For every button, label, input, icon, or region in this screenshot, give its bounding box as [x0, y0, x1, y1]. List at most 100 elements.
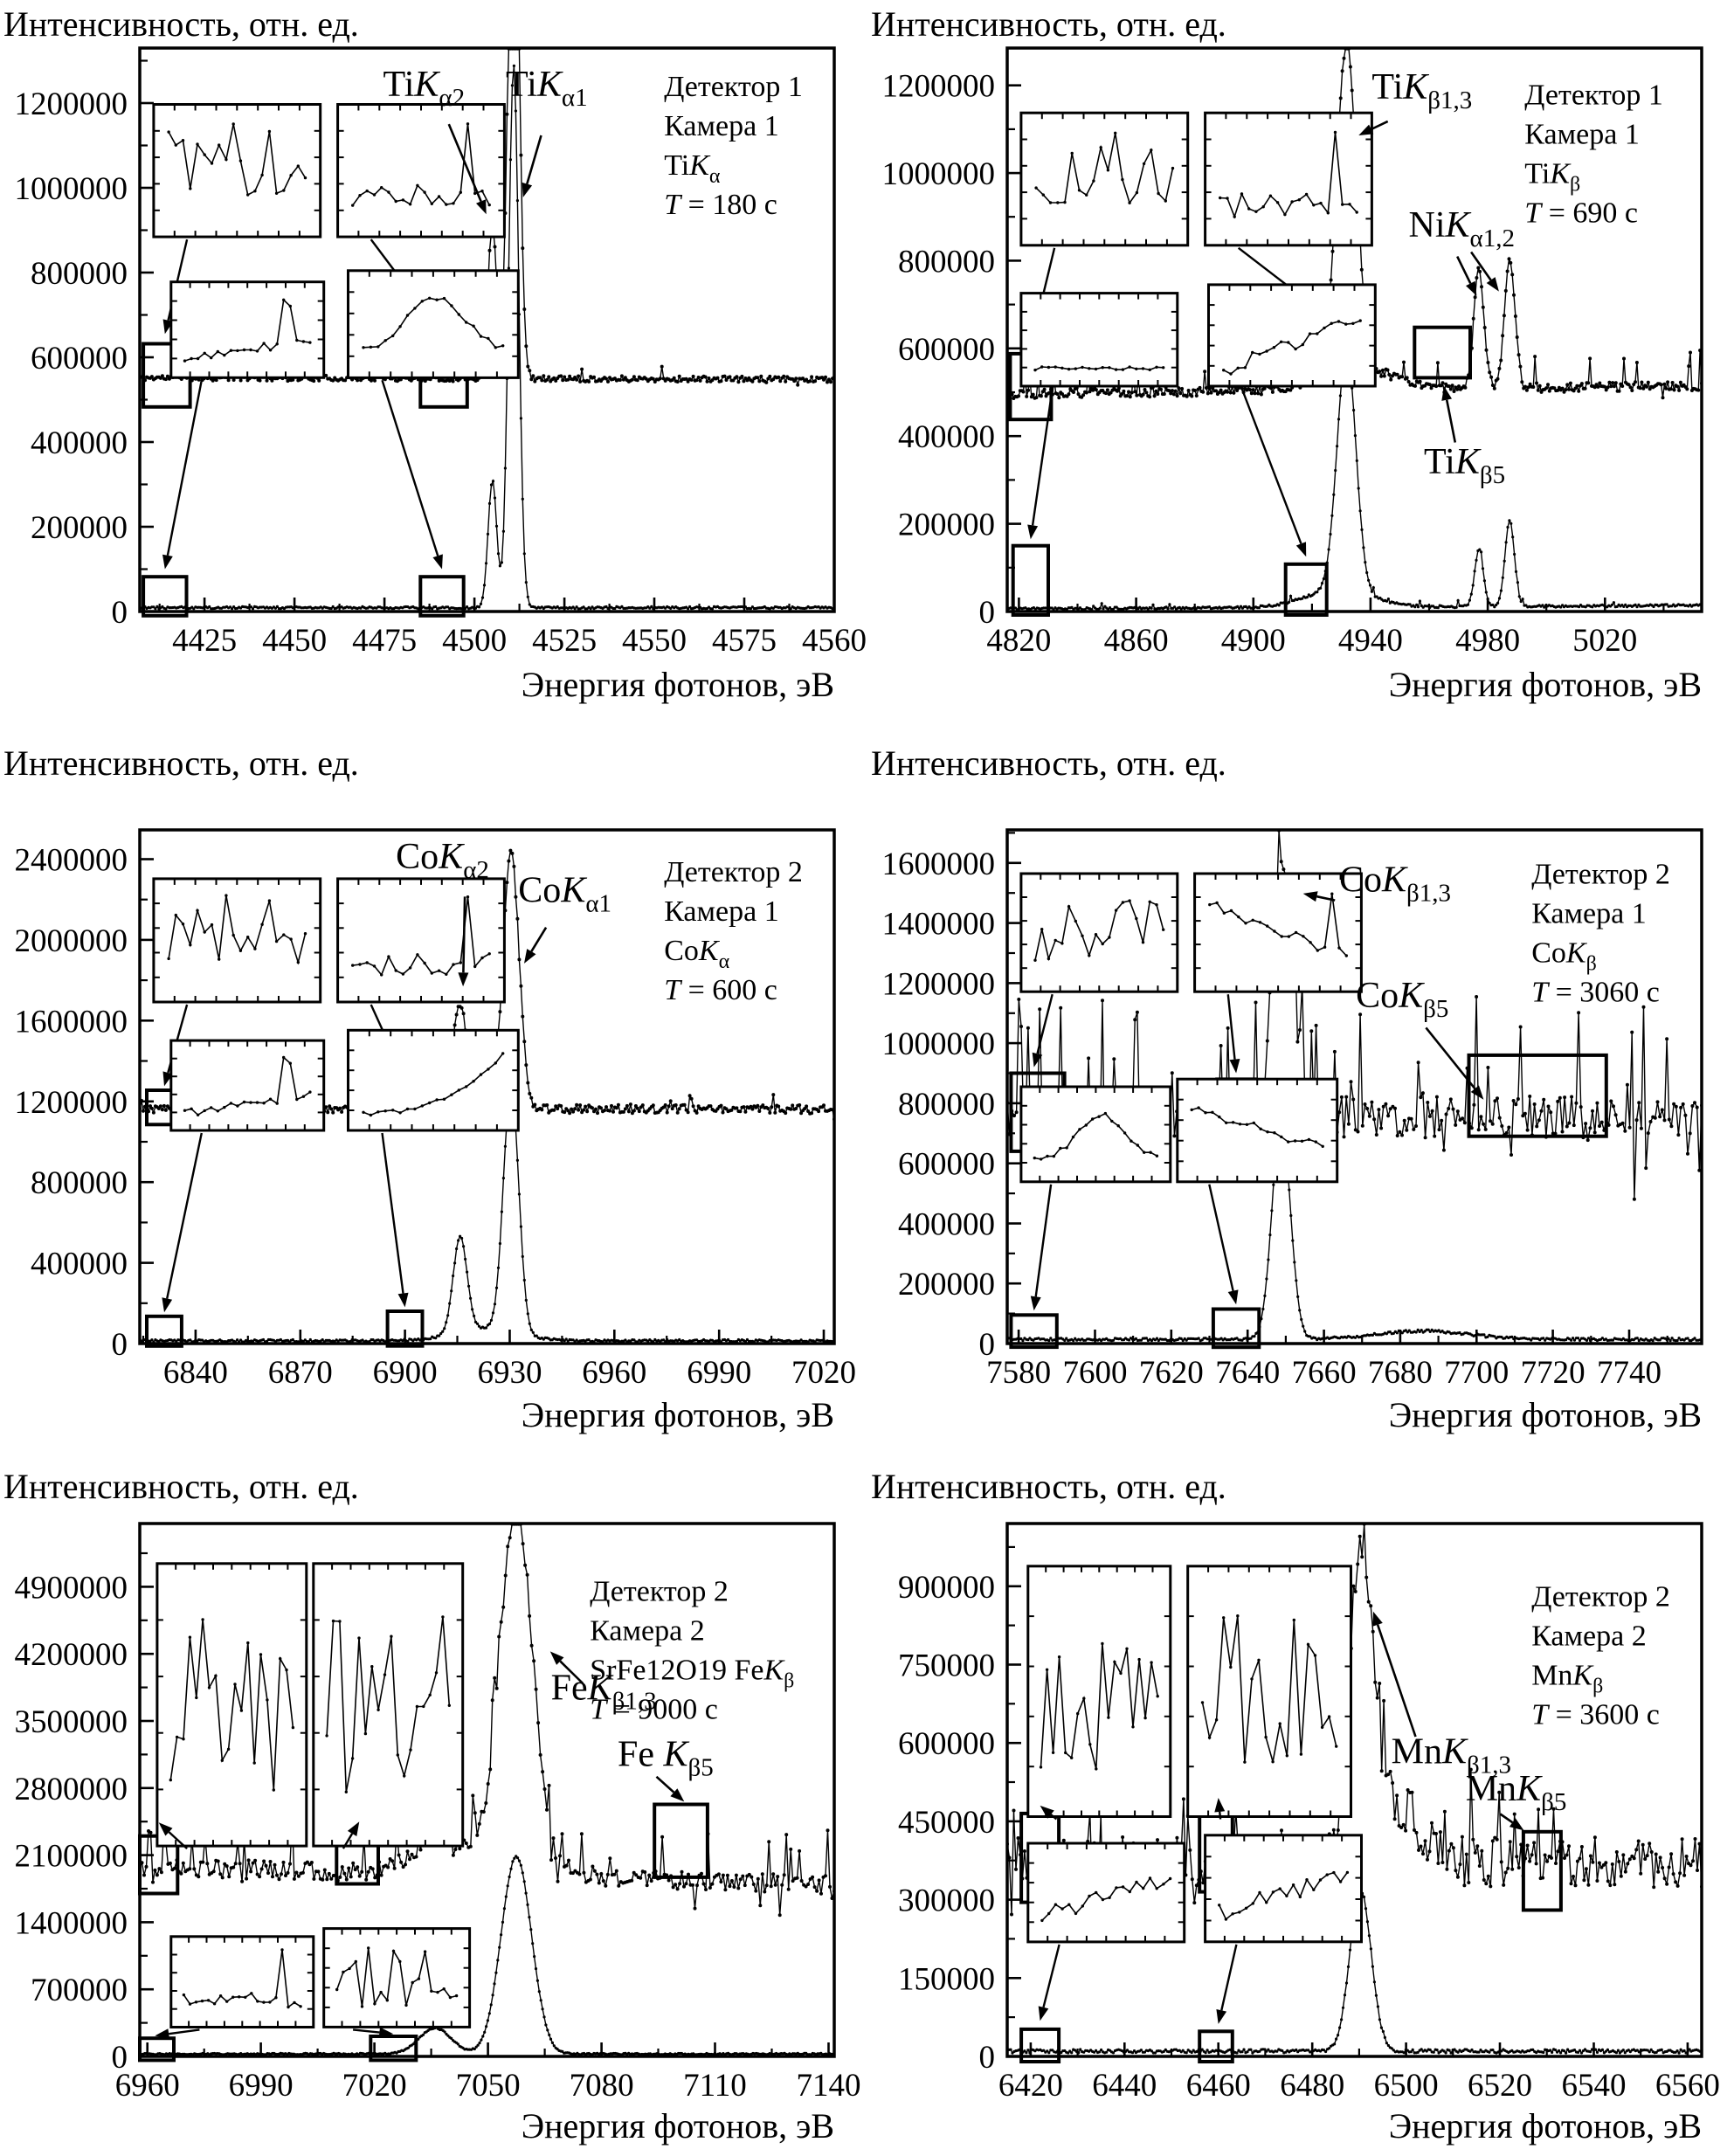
axes: 0 200000 400000 600000 800000 1000000 1200000 4…: [15, 46, 867, 659]
svg-text:TiKα1: TiKα1: [506, 65, 588, 112]
svg-text:T = 690 с: T = 690 с: [1524, 197, 1638, 230]
zoom-insets: [1026, 1565, 1363, 2024]
svg-text:0: 0: [112, 2040, 128, 2076]
svg-text:200000: 200000: [898, 1267, 995, 1303]
panel-co-kb: Интенсивность, отн. ед. 0 200000 400000 600…: [867, 718, 1734, 1436]
svg-text:6990: 6990: [229, 2068, 294, 2104]
svg-text:4940: 4940: [1338, 623, 1403, 659]
x-axis-title: Энергия фотонов, эВ: [1388, 1395, 1702, 1434]
svg-text:4450: 4450: [262, 623, 327, 659]
svg-text:4980: 4980: [1455, 623, 1520, 659]
svg-text:0: 0: [979, 1327, 996, 1363]
svg-text:7580: 7580: [986, 1355, 1051, 1391]
svg-text:Камера 2: Камера 2: [590, 1614, 705, 1647]
svg-text:600000: 600000: [898, 1147, 995, 1183]
zoom-insets: [1019, 111, 1377, 557]
svg-text:Камера 1: Камера 1: [1524, 119, 1640, 151]
peak-annotations: FeKβ1,3 Fe Kβ5: [549, 1651, 714, 1802]
svg-text:T = 9000 с: T = 9000 с: [590, 1693, 718, 1725]
svg-text:4550: 4550: [622, 623, 687, 659]
svg-text:CoKα: CoKα: [664, 935, 729, 973]
axes: 0 200000 400000 600000 800000 1000000 1200000 1…: [882, 828, 1703, 1391]
svg-text:7640: 7640: [1215, 1355, 1280, 1391]
x-axis-title: Энергия фотонов, эВ: [521, 1395, 834, 1434]
peak-annotations: TiKβ1,3 NiKα1,2 TiKβ5: [1358, 67, 1515, 489]
zoom-insets: [1019, 872, 1363, 1311]
svg-text:1600000: 1600000: [882, 847, 996, 882]
svg-text:1000000: 1000000: [882, 156, 996, 192]
svg-text:4900: 4900: [1221, 623, 1286, 659]
svg-text:7720: 7720: [1521, 1355, 1585, 1391]
svg-text:3500000: 3500000: [15, 1704, 128, 1740]
svg-text:Камера 1: Камера 1: [1531, 898, 1647, 930]
svg-text:600000: 600000: [898, 332, 995, 368]
y-axis-title: Интенсивность, отн. ед.: [871, 743, 1226, 783]
svg-text:1600000: 1600000: [15, 1004, 128, 1040]
y-axis-title: Интенсивность, отн. ед.: [3, 743, 359, 783]
svg-text:6900: 6900: [373, 1355, 438, 1391]
svg-text:0: 0: [979, 2040, 996, 2076]
svg-text:200000: 200000: [898, 508, 995, 543]
svg-text:1200000: 1200000: [882, 966, 996, 1002]
svg-text:6990: 6990: [687, 1355, 751, 1391]
svg-text:CoKα1: CoKα1: [518, 870, 611, 917]
svg-text:4900000: 4900000: [15, 1570, 128, 1606]
svg-text:1000000: 1000000: [882, 1026, 996, 1062]
spectrum-plot-ti-ka: 0 200000 400000 600000 800000 1000000 1200000 4…: [15, 46, 867, 659]
svg-text:4525: 4525: [532, 623, 597, 659]
svg-text:FeKβ1,3: FeKβ1,3: [551, 1668, 657, 1715]
svg-text:4500: 4500: [442, 623, 507, 659]
svg-text:6960: 6960: [115, 2068, 180, 2104]
svg-text:CoKβ5: CoKβ5: [1356, 976, 1448, 1023]
zoom-insets: [152, 103, 520, 570]
svg-text:6930: 6930: [478, 1355, 542, 1391]
svg-text:400000: 400000: [898, 419, 995, 455]
svg-text:T = 3600 с: T = 3600 с: [1531, 1699, 1660, 1731]
svg-text:900000: 900000: [898, 1570, 995, 1606]
svg-text:1000000: 1000000: [15, 171, 128, 207]
svg-text:Камера 1: Камера 1: [664, 110, 779, 142]
y-axis-title: Интенсивность, отн. ед.: [871, 4, 1226, 44]
svg-text:7050: 7050: [456, 2068, 521, 2104]
svg-text:400000: 400000: [31, 425, 128, 461]
x-axis-title: Энергия фотонов, эВ: [1388, 665, 1702, 704]
svg-text:2400000: 2400000: [15, 843, 128, 879]
y-axis-title: Интенсивность, отн. ед.: [3, 1467, 359, 1506]
svg-text:7620: 7620: [1139, 1355, 1204, 1391]
panel-mn-kb: Интенсивность, отн. ед. 0 150000 300000 450…: [867, 1436, 1734, 2156]
svg-text:T = 180 с: T = 180 с: [664, 189, 777, 221]
svg-text:300000: 300000: [898, 1883, 995, 1919]
axes: 0 700000 1400000 2100000 2800000 3500000 42000…: [15, 1522, 861, 2104]
svg-text:400000: 400000: [898, 1207, 995, 1243]
svg-text:2800000: 2800000: [15, 1772, 128, 1807]
axes: 0 150000 300000 450000 600000 750000 900000 642…: [898, 1522, 1720, 2104]
x-axis-title: Энергия фотонов, эВ: [521, 2106, 834, 2146]
svg-text:700000: 700000: [31, 1973, 128, 2008]
svg-text:CoKβ1,3: CoKβ1,3: [1339, 860, 1451, 908]
svg-text:600000: 600000: [31, 341, 128, 377]
svg-text:CoKβ: CoKβ: [1531, 937, 1597, 976]
svg-text:MnKβ5: MnKβ5: [1466, 1769, 1567, 1816]
x-axis-title: Энергия фотонов, эВ: [521, 665, 834, 704]
panel-fe-kb: Интенсивность, отн. ед. 0 700000 1400000 21…: [0, 1436, 867, 2156]
svg-text:TiKβ1,3: TiKβ1,3: [1371, 67, 1472, 114]
svg-text:4560: 4560: [802, 623, 867, 659]
svg-text:1200000: 1200000: [15, 1085, 128, 1121]
svg-text:1200000: 1200000: [15, 86, 128, 122]
svg-text:4475: 4475: [352, 623, 417, 659]
svg-text:7080: 7080: [570, 2068, 634, 2104]
svg-text:T = 3060 с: T = 3060 с: [1531, 977, 1660, 1009]
svg-text:MnKβ1,3: MnKβ1,3: [1392, 1732, 1511, 1779]
svg-text:CoKα2: CoKα2: [396, 837, 489, 884]
svg-text:800000: 800000: [898, 1087, 995, 1123]
svg-text:4425: 4425: [172, 623, 237, 659]
spectrum-plot-fe-kb: 0 700000 1400000 2100000 2800000 3500000 42000…: [15, 1522, 861, 2104]
peak-annotations: CoKα2 CoKα1: [396, 837, 611, 987]
svg-text:800000: 800000: [31, 256, 128, 292]
svg-text:MnKβ: MnKβ: [1531, 1660, 1603, 1698]
svg-text:6560: 6560: [1655, 2068, 1720, 2104]
